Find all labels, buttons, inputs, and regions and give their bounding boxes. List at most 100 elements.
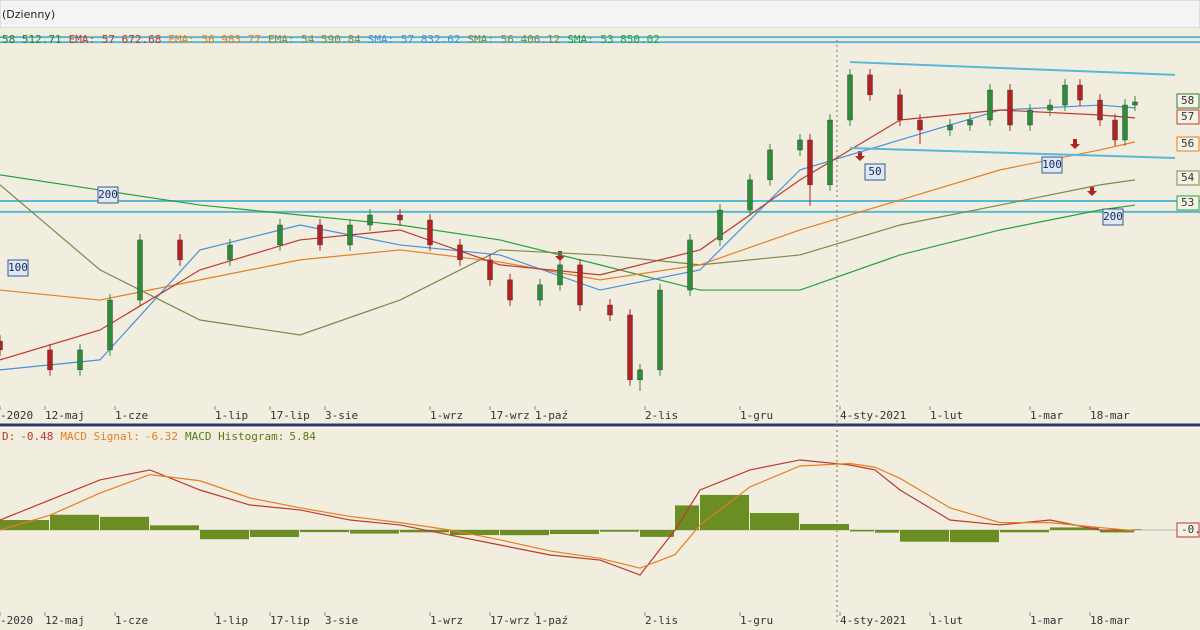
candle-body (177, 239, 183, 261)
value-tag-box (1176, 522, 1200, 538)
ma-tag: 100 (8, 261, 28, 274)
legend-entry: EMA: 56 983.77 (168, 33, 261, 46)
candle-body (47, 349, 53, 371)
histogram-bar (100, 516, 149, 530)
candle-body (107, 299, 113, 351)
histogram-bar (640, 530, 674, 537)
x-tick-label: -2020 (0, 409, 33, 422)
x-tick-label: 2-lis (645, 614, 678, 627)
candle-body (577, 264, 583, 306)
candle-body (77, 349, 83, 371)
histogram-bar (0, 520, 49, 530)
histogram-bar (900, 530, 949, 542)
histogram-bar (450, 530, 499, 536)
arrow (1070, 139, 1080, 149)
histogram-bar (675, 505, 699, 530)
candle-body (917, 119, 923, 131)
histogram-bar (350, 530, 399, 534)
x-tick-label: 4-sty-2021 (840, 614, 906, 627)
candle-body (867, 74, 873, 96)
x-tick-label: 1-lip (215, 409, 248, 422)
candle-body (717, 209, 723, 241)
candle-body (347, 224, 353, 246)
moving-average (0, 174, 1136, 291)
candle-body (1112, 119, 1118, 141)
candle-body (507, 279, 513, 301)
value-tag: 54 (1181, 171, 1195, 184)
ma-tag: 200 (1103, 210, 1123, 223)
candle-body (947, 124, 953, 131)
legend-name: MACD Histogram: (185, 430, 284, 443)
moving-average (0, 179, 1136, 336)
x-tick-label: 1-cze (115, 614, 148, 627)
x-tick-label: 1-wrz (430, 409, 463, 422)
value-tag: 56 (1181, 137, 1194, 150)
ma-tag: 100 (1042, 158, 1062, 171)
histogram-bar (50, 514, 99, 530)
legend-entry: SMA: 56 406.12 (467, 33, 560, 46)
candle-body (457, 244, 463, 261)
candle-body (227, 244, 233, 261)
trendline (849, 147, 1176, 160)
value-tag: 58 (1181, 94, 1194, 107)
legend-name: MACD Signal: (60, 430, 139, 443)
histogram-bar (950, 530, 999, 543)
legend-entry: SMA: 57 832.62 (368, 33, 461, 46)
histogram-bar (850, 530, 874, 532)
candle-body (687, 239, 693, 291)
histogram-bar (400, 530, 449, 533)
histogram-bar (1050, 527, 1099, 530)
value-tag-box (1176, 136, 1200, 152)
histogram-bar (1135, 529, 1142, 530)
candle-body (1047, 104, 1053, 111)
x-tick-label: 1-wrz (430, 614, 463, 627)
x-tick-label: 17-wrz (490, 614, 530, 627)
x-tick-label: 17-lip (270, 409, 310, 422)
ma-legend: 58 512.71 EMA: 57 672.68 EMA: 56 983.77 EMA… (2, 33, 660, 46)
legend-entry: EMA: 57 672.68 (69, 33, 162, 46)
histogram-bar (200, 530, 249, 540)
histogram-bar (500, 530, 549, 536)
histogram-bar (1100, 530, 1134, 533)
candle-body (1077, 84, 1083, 101)
candle-body (657, 289, 663, 371)
moving-average (0, 109, 1136, 361)
x-tick-label: 2-lis (645, 409, 678, 422)
x-tick-label: 3-sie (325, 409, 358, 422)
histogram-bar (700, 494, 749, 530)
x-tick-label: 17-wrz (490, 409, 530, 422)
value-tag: 57 (1181, 110, 1194, 123)
x-tick-label: 1-mar (1030, 409, 1063, 422)
x-tick-label: 12-maj (45, 614, 85, 627)
x-tick-label: 1-lip (215, 614, 248, 627)
macd-legend: D: -0.48 MACD Signal: -6.32 MACD Histogram: 5… (2, 430, 316, 443)
x-tick-label: 18-mar (1090, 409, 1130, 422)
legend-value: -6.32 (145, 430, 178, 443)
x-tick-label: -2020 (0, 614, 33, 627)
title-bar (0, 0, 1200, 29)
candle-body (897, 94, 903, 121)
histogram-bar (600, 530, 639, 532)
arrow (1087, 186, 1097, 196)
value-tag: -0. (1181, 523, 1200, 536)
candle-body (987, 89, 993, 121)
value-tag-box (1176, 93, 1200, 109)
macd-line (0, 459, 1136, 576)
candle-body (827, 119, 833, 186)
x-tick-label: 1-lut (930, 614, 963, 627)
candle-body (317, 224, 323, 246)
candle-body (747, 179, 753, 211)
x-tick-label: 1-paź (535, 409, 568, 422)
x-tick-label: 1-mar (1030, 614, 1063, 627)
candle-body (137, 239, 143, 301)
candle-body (1097, 99, 1103, 121)
trendline (849, 61, 1176, 76)
macd-panel (0, 428, 1200, 630)
x-tick-label: 1-gru (740, 409, 773, 422)
candle-body (1062, 84, 1068, 106)
ma-tag-box (864, 163, 886, 181)
x-tick-label: 1-gru (740, 614, 773, 627)
value-tag-box (1176, 109, 1200, 125)
ma-tag: 200 (98, 188, 118, 201)
